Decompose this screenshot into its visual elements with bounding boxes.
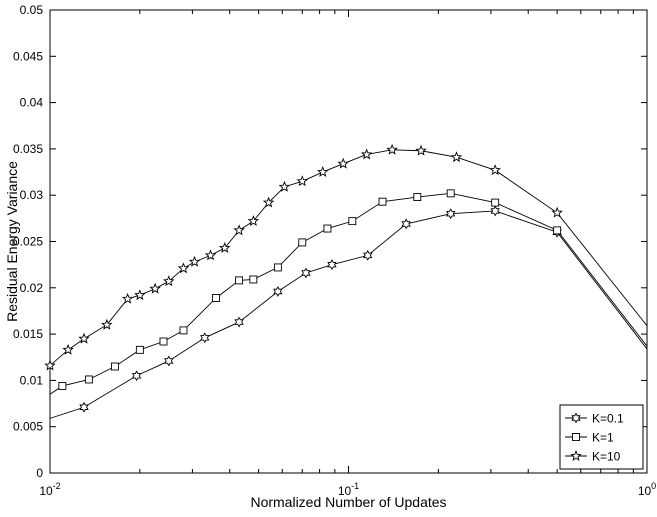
data-point-star	[278, 180, 291, 192]
y-tick-label: 0.02	[20, 281, 44, 295]
data-point-square	[491, 198, 500, 207]
legend-label: K=1	[592, 431, 614, 445]
data-point-square	[323, 224, 332, 233]
data-point-square	[249, 275, 258, 284]
data-point-square	[413, 193, 422, 202]
series-star	[44, 143, 648, 371]
data-point-star	[551, 206, 563, 218]
data-point-star	[262, 196, 275, 208]
data-point-star	[337, 157, 349, 169]
data-point-star	[78, 332, 90, 344]
data-point-star	[149, 282, 161, 294]
data-point-star	[177, 262, 190, 274]
data-point-hexagram	[200, 332, 210, 344]
data-point-hexagram	[446, 208, 456, 220]
legend-entry: K=1	[565, 431, 614, 445]
data-point-star	[317, 166, 329, 177]
data-point-star	[163, 275, 175, 287]
data-point-square	[58, 382, 67, 390]
axes: 0 0.005 0.01 0.015 0.02 0.025 0.03 0.035 0.04 0.0…	[13, 3, 656, 498]
data-point-square	[84, 375, 93, 384]
y-tick-label: 0	[36, 466, 43, 480]
data-point-square	[179, 326, 188, 335]
data-point-star	[450, 151, 463, 163]
y-tick-label: 0.035	[13, 142, 43, 156]
data-point-square	[273, 263, 282, 272]
data-point-hexagram	[490, 205, 500, 217]
series-group	[44, 143, 648, 419]
data-point-square	[159, 337, 168, 346]
y-tick-label: 0.01	[20, 373, 44, 387]
x-tick-base: 10	[338, 484, 352, 498]
data-point-star	[296, 175, 308, 187]
data-point-hexagram	[131, 370, 142, 382]
y-axis-label: Residual Energy Variance	[4, 161, 20, 322]
data-point-star	[415, 144, 427, 156]
data-point-square	[235, 276, 244, 285]
x-tick-label: 100	[638, 481, 656, 498]
x-tick-exponent: -2	[53, 481, 61, 491]
x-tick-base: 10	[638, 484, 652, 498]
data-point-hexagram	[363, 249, 373, 261]
legend-label: K=0.1	[592, 412, 624, 426]
legend-label: K=10	[592, 450, 621, 464]
data-point-star	[204, 249, 217, 261]
data-point-hexagram	[164, 355, 174, 367]
data-point-hexagram	[234, 316, 244, 328]
legend: K=0.1 K=1 K=10	[559, 404, 644, 470]
data-point-star	[134, 289, 146, 301]
plot-area	[49, 9, 648, 474]
data-point-star	[247, 215, 260, 226]
data-point-square	[135, 345, 144, 354]
x-tick-exponent: -1	[351, 481, 359, 491]
data-point-star	[219, 241, 231, 253]
y-tick-label: 0.03	[20, 188, 44, 202]
series-square	[49, 189, 648, 395]
series-hexagram	[49, 205, 648, 419]
data-point-square	[572, 433, 580, 441]
data-point-star	[188, 255, 201, 267]
x-axis-label: Normalized Number of Updates	[250, 494, 446, 510]
y-tick-label: 0.015	[13, 327, 43, 341]
data-point-hexagram	[327, 259, 337, 271]
data-point-star	[570, 449, 582, 461]
y-tick-label: 0.025	[13, 235, 43, 249]
data-point-square	[446, 189, 455, 198]
data-point-square	[348, 217, 357, 226]
data-point-hexagram	[401, 218, 411, 230]
data-point-square	[553, 226, 562, 235]
data-point-star	[62, 343, 74, 355]
data-point-star	[121, 292, 134, 304]
data-point-star	[233, 224, 245, 236]
data-point-square	[378, 197, 387, 206]
series-line	[49, 192, 648, 395]
x-tick-base: 10	[39, 484, 53, 498]
legend-entry: K=0.1	[565, 412, 624, 426]
data-point-square	[298, 238, 307, 247]
data-point-star	[489, 164, 501, 176]
x-tick-label: 10-2	[39, 481, 60, 498]
y-tick-label: 0.045	[13, 49, 43, 63]
y-tick-label: 0.005	[13, 420, 43, 434]
x-tick-label: 10-1	[338, 481, 359, 498]
data-point-star	[44, 359, 56, 371]
data-point-hexagram	[571, 412, 581, 424]
y-tick-label: 0.04	[20, 96, 44, 110]
data-point-square	[110, 362, 119, 371]
data-point-star	[386, 143, 398, 155]
data-point-square	[212, 294, 221, 302]
legend-entry: K=10	[565, 450, 621, 464]
data-point-hexagram	[79, 401, 89, 413]
data-point-star	[360, 148, 373, 160]
x-tick-exponent: 0	[651, 481, 656, 491]
data-point-hexagram	[273, 286, 283, 297]
y-tick-label: 0.05	[20, 3, 44, 17]
data-point-hexagram	[301, 267, 311, 279]
data-point-star	[101, 318, 113, 330]
